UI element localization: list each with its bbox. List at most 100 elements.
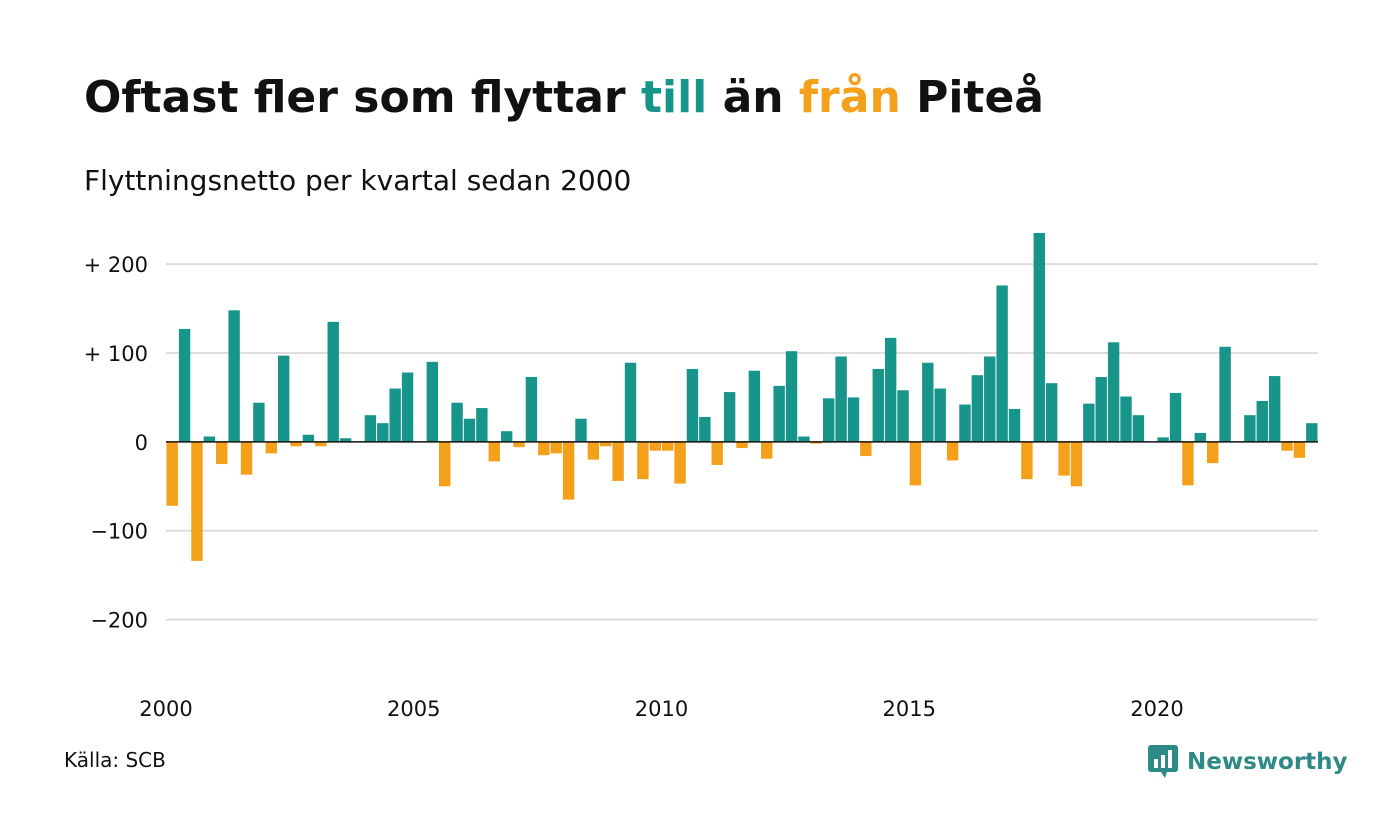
bar-positive — [1169, 392, 1182, 442]
brand-name: Newsworthy — [1187, 749, 1348, 775]
title-word-an: än — [722, 72, 784, 123]
bar-negative — [1293, 441, 1306, 458]
newsworthy-logo: Newsworthy — [1148, 742, 1348, 782]
bar-positive — [302, 434, 315, 442]
bar-negative — [674, 441, 686, 484]
bar-positive — [426, 361, 439, 442]
bar-positive — [723, 392, 736, 442]
bar-positive — [798, 436, 810, 442]
bar-negative — [736, 441, 748, 449]
bar-positive — [1194, 432, 1207, 442]
bar-negative — [1058, 441, 1070, 476]
bar-positive — [401, 372, 414, 442]
bar-positive — [884, 337, 897, 442]
bar-negative — [761, 441, 773, 459]
newsworthy-chart-bubble-icon — [1148, 745, 1178, 778]
y-tick-label: + 200 — [84, 253, 148, 277]
bar-negative — [240, 441, 253, 475]
bar-positive — [1306, 423, 1318, 442]
title-word-place: Piteå — [916, 72, 1044, 123]
bar-negative — [550, 441, 562, 454]
y-axis-tick-labels: + 200 + 100 0 −100 −200 — [84, 253, 148, 632]
bar-negative — [649, 441, 661, 451]
bar-negative — [587, 441, 600, 460]
bar-negative — [166, 441, 178, 506]
bar-positive — [847, 397, 860, 442]
bar-positive — [785, 351, 798, 442]
bar-negative — [637, 441, 649, 480]
bar-negative — [439, 441, 451, 487]
bar-negative — [711, 441, 723, 465]
bar-negative — [612, 441, 624, 481]
bar-positive — [364, 415, 377, 442]
y-tick-label: −100 — [90, 520, 148, 544]
bar-positive — [1132, 415, 1145, 442]
title-part-1: Oftast fler som flyttar — [84, 72, 626, 123]
bar-positive — [253, 402, 265, 442]
bar-negative — [191, 441, 203, 561]
bar-negative — [488, 441, 500, 462]
bar-positive — [773, 385, 785, 442]
y-tick-label: 0 — [135, 431, 148, 455]
bar-negative — [661, 441, 674, 451]
bar-positive — [476, 408, 488, 442]
x-tick-label: 2015 — [882, 697, 935, 721]
bar-positive — [1107, 342, 1120, 442]
x-tick-label: 2005 — [387, 697, 440, 721]
bar-negative — [1021, 441, 1033, 480]
bar-negative — [946, 441, 959, 461]
bar-positive — [835, 356, 847, 442]
bar-positive — [327, 321, 339, 442]
bar-positive — [1157, 437, 1169, 442]
bar-positive — [575, 418, 587, 442]
bar-negative — [315, 441, 327, 447]
bar-positive — [624, 362, 637, 442]
x-axis-tick-labels: 2000 2005 2010 2015 2020 — [139, 697, 1183, 721]
bar-negative — [909, 441, 922, 486]
bar-positive — [1083, 403, 1095, 442]
bar-positive — [1219, 346, 1231, 442]
bar-positive — [339, 438, 352, 442]
bar-positive — [178, 328, 191, 442]
bar-positive — [377, 423, 389, 442]
bar-positive — [277, 355, 290, 442]
bar-positive — [1256, 400, 1268, 442]
bar-positive — [1120, 396, 1132, 442]
bar-positive — [463, 418, 476, 442]
bar-positive — [748, 370, 761, 442]
bar-negative — [1281, 441, 1293, 451]
x-tick-label: 2000 — [139, 697, 192, 721]
bar-positive — [823, 398, 835, 442]
title-word-fran: från — [798, 72, 901, 123]
bar-negative — [860, 441, 872, 457]
y-tick-label: −200 — [90, 609, 148, 633]
bar-positive — [1244, 415, 1256, 442]
bar-positive — [984, 356, 996, 442]
bar-positive — [971, 375, 984, 442]
bar-positive — [699, 416, 711, 442]
x-tick-label: 2020 — [1130, 697, 1183, 721]
bar-positive — [996, 285, 1008, 442]
bar-positive — [525, 376, 538, 442]
bar-positive — [686, 368, 699, 442]
bar-positive — [872, 368, 884, 442]
bar-positive — [1095, 376, 1107, 442]
bar-positive — [451, 402, 463, 442]
source-note: Källa: SCB — [64, 748, 166, 772]
bar-negative — [538, 441, 550, 456]
bar-negative — [562, 441, 575, 500]
bar-positive — [1045, 383, 1058, 442]
bar-positive — [1268, 376, 1281, 442]
chart-subtitle: Flyttningsnetto per kvartal sedan 2000 — [84, 164, 632, 197]
grid-lines — [166, 263, 1318, 621]
bar-positive — [203, 436, 216, 442]
bar-negative — [513, 441, 525, 448]
bar-positive — [959, 404, 971, 442]
bar-positive — [389, 388, 401, 442]
bar-negative — [216, 441, 228, 465]
y-tick-label: + 100 — [84, 342, 148, 366]
bar-positive — [897, 390, 909, 442]
bar-positive — [500, 431, 513, 442]
x-tick-label: 2010 — [635, 697, 688, 721]
